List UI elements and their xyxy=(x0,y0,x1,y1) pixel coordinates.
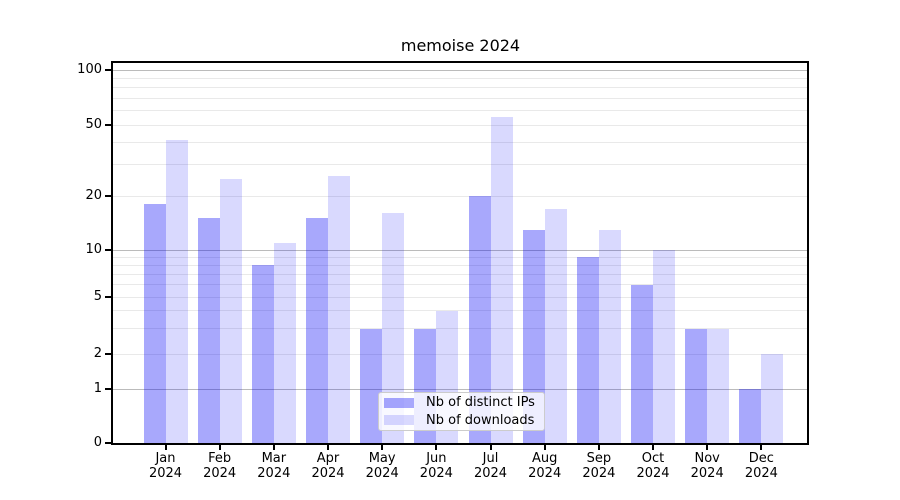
bar-distinct-ips-mar-2024 xyxy=(251,265,274,443)
x-tick-11 xyxy=(760,445,763,450)
y-tick-5 xyxy=(105,296,113,298)
legend-label-distinct-ips: Nb of distinct IPs xyxy=(426,395,535,411)
bar-distinct-ips-feb-2024 xyxy=(197,218,220,443)
gridline-5 xyxy=(113,296,807,298)
x-tick-7 xyxy=(543,445,546,450)
x-tick-label-may-2024: May 2024 xyxy=(365,451,399,481)
x-tick-label-mar-2024: Mar 2024 xyxy=(257,451,291,481)
legend-label-downloads: Nb of downloads xyxy=(426,412,535,428)
gridline-minor-3 xyxy=(113,328,807,330)
right-spine xyxy=(807,61,809,445)
x-tick-1 xyxy=(218,445,221,450)
bar-distinct-ips-dec-2024 xyxy=(739,389,762,443)
x-tick-label-nov-2024: Nov 2024 xyxy=(690,451,724,481)
bar-distinct-ips-may-2024 xyxy=(360,328,383,443)
y-tick-20 xyxy=(105,195,113,197)
x-tick-label-jul-2024: Jul 2024 xyxy=(473,451,508,481)
y-tick-50 xyxy=(105,124,113,126)
x-tick-8 xyxy=(597,445,600,450)
bar-distinct-ips-oct-2024 xyxy=(631,284,654,443)
gridline-1 xyxy=(113,388,807,390)
chart-title: memoise 2024 xyxy=(400,36,521,55)
bar-downloads-may-2024 xyxy=(382,213,405,443)
y-tick-label-5: 5 xyxy=(93,289,102,304)
bar-distinct-ips-aug-2024 xyxy=(522,229,545,443)
y-tick-label-20: 20 xyxy=(85,188,102,203)
gridline-minor-8 xyxy=(113,264,807,266)
x-tick-label-oct-2024: Oct 2024 xyxy=(636,451,670,481)
bottom-spine xyxy=(111,443,809,445)
x-tick-3 xyxy=(327,445,329,450)
legend-item-distinct-ips: Nb of distinct IPs xyxy=(384,395,544,410)
x-tick-label-jan-2024: Jan 2024 xyxy=(148,451,183,481)
gridline-50 xyxy=(113,124,807,126)
bar-downloads-apr-2024 xyxy=(328,175,350,443)
bar-downloads-jul-2024 xyxy=(490,117,513,443)
gridline-minor-60 xyxy=(113,110,807,112)
gridline-100 xyxy=(113,69,807,71)
y-tick-0 xyxy=(105,442,113,444)
legend-swatch-downloads xyxy=(384,415,414,426)
gridline-minor-7 xyxy=(113,273,807,275)
gridline-minor-70 xyxy=(113,97,807,99)
y-tick-label-1: 1 xyxy=(93,381,102,396)
x-tick-5 xyxy=(435,445,438,450)
legend-swatch-distinct-ips xyxy=(384,397,414,408)
bar-downloads-nov-2024 xyxy=(707,328,730,443)
bar-downloads-dec-2024 xyxy=(761,354,784,443)
bar-downloads-mar-2024 xyxy=(273,242,296,443)
x-tick-label-aug-2024: Aug 2024 xyxy=(528,451,562,481)
bar-distinct-ips-sep-2024 xyxy=(576,257,599,443)
bar-downloads-jan-2024 xyxy=(165,140,188,443)
x-tick-10 xyxy=(706,445,709,450)
y-tick-label-50: 50 xyxy=(85,117,102,132)
y-tick-label-10: 10 xyxy=(85,242,102,257)
y-tick-100 xyxy=(105,69,113,71)
x-tick-label-dec-2024: Dec 2024 xyxy=(744,451,778,481)
bar-distinct-ips-jan-2024 xyxy=(143,204,166,443)
gridline-minor-30 xyxy=(113,164,807,166)
bar-distinct-ips-nov-2024 xyxy=(685,328,708,443)
gridline-minor-6 xyxy=(113,284,807,286)
gridline-minor-4 xyxy=(113,310,807,312)
gridline-minor-90 xyxy=(113,77,807,79)
x-tick-0 xyxy=(164,445,167,450)
gridline-minor-40 xyxy=(113,141,807,143)
y-tick-2 xyxy=(105,353,113,355)
bar-downloads-feb-2024 xyxy=(219,178,242,443)
y-tick-10 xyxy=(105,249,113,251)
x-tick-9 xyxy=(652,445,655,450)
x-tick-6 xyxy=(489,445,492,450)
gridline-minor-80 xyxy=(113,87,807,89)
bar-downloads-aug-2024 xyxy=(544,208,567,443)
bar-distinct-ips-jul-2024 xyxy=(468,196,491,443)
gridline-minor-9 xyxy=(113,256,807,258)
bar-downloads-sep-2024 xyxy=(598,229,621,443)
bar-distinct-ips-apr-2024 xyxy=(306,218,328,443)
y-tick-1 xyxy=(105,388,113,390)
gridline-2 xyxy=(113,353,807,355)
y-tick-label-100: 100 xyxy=(77,62,102,77)
left-spine xyxy=(111,61,113,445)
x-tick-label-sep-2024: Sep 2024 xyxy=(582,451,616,481)
x-tick-2 xyxy=(272,445,275,450)
gridline-10 xyxy=(113,249,807,251)
x-tick-4 xyxy=(381,445,384,450)
x-tick-label-feb-2024: Feb 2024 xyxy=(203,451,237,481)
legend-item-downloads: Nb of downloads xyxy=(384,413,544,428)
gridline-20 xyxy=(113,195,807,197)
y-tick-label-2: 2 xyxy=(93,346,102,361)
x-tick-label-apr-2024: Apr 2024 xyxy=(311,451,345,481)
x-tick-label-jun-2024: Jun 2024 xyxy=(419,451,453,481)
bar-downloads-oct-2024 xyxy=(653,250,676,443)
y-tick-label-0: 0 xyxy=(93,435,102,450)
top-spine xyxy=(111,61,809,63)
legend: Nb of distinct IPs Nb of downloads xyxy=(378,392,545,431)
